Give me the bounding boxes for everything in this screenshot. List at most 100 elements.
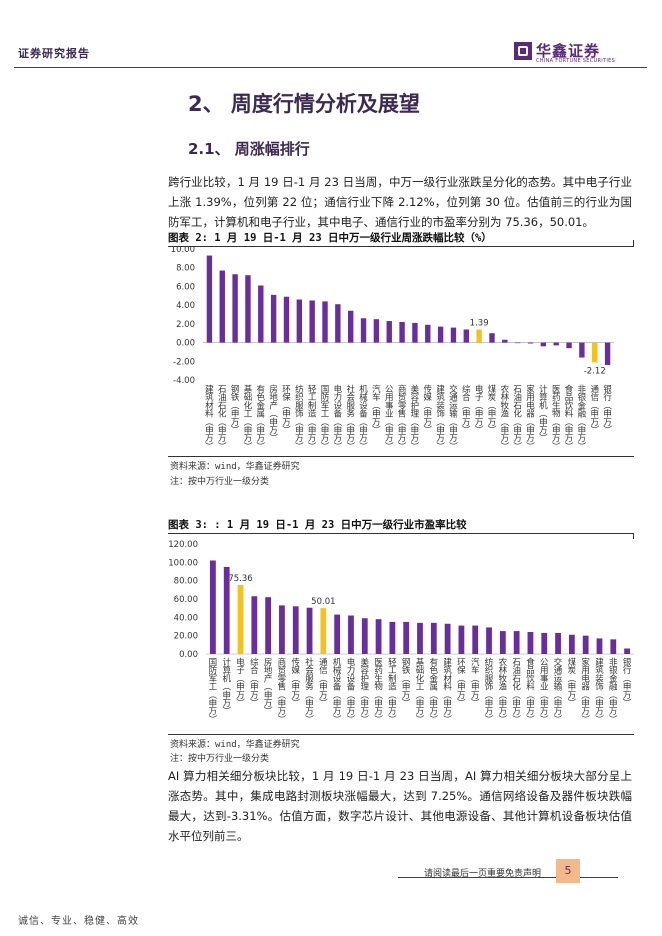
bar bbox=[437, 326, 444, 343]
figure3-bottom-rule bbox=[168, 734, 634, 735]
bar bbox=[399, 321, 405, 343]
bar bbox=[375, 619, 382, 654]
figure2-title: 图表 2: 1 月 19 日-1 月 23 日中万一级行业周涨跌幅比较（%） bbox=[168, 232, 492, 244]
bar bbox=[499, 631, 506, 654]
company-logo: 华鑫证券 CHINA FORTUNE SECURITIES bbox=[514, 40, 654, 66]
bar bbox=[568, 634, 575, 654]
category-label: 农林牧渔︵申万︶ bbox=[501, 384, 510, 452]
category-label: 通信︵申万︶ bbox=[590, 384, 599, 436]
data-label: 50.01 bbox=[311, 597, 335, 607]
y-tick-label: 4.00 bbox=[176, 301, 195, 311]
category-label: 纺织服饰︵申万︶ bbox=[295, 384, 304, 452]
bar bbox=[592, 342, 598, 363]
bar bbox=[417, 622, 423, 654]
bar bbox=[610, 639, 617, 654]
y-tick-label: 8.00 bbox=[176, 264, 195, 274]
category-label: 美容护理︵申万︶ bbox=[361, 657, 370, 725]
figure2-top-rule bbox=[168, 246, 634, 247]
category-label: 电力设备︵申万︶ bbox=[334, 384, 343, 452]
figure2-note: 注：按中万行业一级分类 bbox=[170, 477, 270, 487]
category-label: 环保︵申万︶ bbox=[457, 658, 466, 709]
figure2-source: 资料来源：wind，华鑫证券研究 bbox=[170, 462, 300, 472]
category-label: 电子︵申万︶ bbox=[236, 657, 245, 709]
bar bbox=[237, 584, 244, 654]
y-tick-label: 100.00 bbox=[168, 558, 198, 568]
bar bbox=[232, 274, 238, 343]
category-label: 建筑材料︵申万︶ bbox=[205, 384, 214, 452]
category-label: 非银金融︵申万︶ bbox=[609, 657, 618, 725]
category-label: 公用事业︵申万︶ bbox=[385, 385, 394, 452]
bar bbox=[430, 622, 437, 654]
weekly-change-bar-chart: 10.00 8.00 6.00 4.00 2.00 0.00 -2.00 -4.00 建筑材料︵… bbox=[171, 247, 614, 452]
category-label: 医药生物︵申万︶ bbox=[374, 658, 383, 725]
bar bbox=[386, 321, 392, 343]
bar bbox=[476, 329, 482, 343]
bar bbox=[489, 333, 495, 343]
category-label: 房地产︵申万︶ bbox=[264, 657, 273, 717]
category-label: 煤炭︵申万︶ bbox=[488, 384, 497, 436]
bar bbox=[335, 304, 341, 343]
category-label: 基础化工︵申万︶ bbox=[244, 384, 253, 452]
category-label: 综合︵申万︶ bbox=[250, 657, 259, 709]
bar bbox=[265, 597, 272, 654]
category-label: 电力设备︵申万︶ bbox=[347, 657, 356, 725]
category-label: 机械设备︵申万︶ bbox=[359, 384, 368, 452]
bar bbox=[219, 270, 225, 343]
paragraph-industry-comparison: 跨行业比较，1 月 19 日-1 月 23 日当周，中万一级行业涨跌呈分化的态势… bbox=[168, 175, 632, 229]
figure2-bottom-rule bbox=[168, 456, 634, 457]
bar bbox=[334, 614, 341, 654]
category-label: 轻工制造︵申万︶ bbox=[388, 657, 397, 725]
bar bbox=[403, 621, 410, 654]
category-label: 建筑材料︵申万︶ bbox=[443, 657, 452, 725]
y-tick-label: 2.00 bbox=[176, 320, 195, 330]
category-label: 煤炭︵申万︶ bbox=[568, 657, 577, 709]
logo-mark-icon bbox=[514, 42, 532, 60]
y-tick-label: 0.00 bbox=[179, 650, 198, 660]
bar bbox=[579, 342, 585, 358]
bar bbox=[306, 607, 313, 654]
category-label: 建筑装饰︵申万︶ bbox=[436, 384, 445, 452]
figure3-top-rule bbox=[168, 533, 634, 534]
data-label: -2.12 bbox=[584, 366, 606, 376]
y-tick-label: 60.00 bbox=[174, 595, 198, 605]
bar bbox=[389, 621, 396, 654]
bar bbox=[223, 566, 230, 654]
bar bbox=[527, 342, 534, 344]
bar bbox=[582, 635, 589, 654]
category-label: 建筑装饰︵申万︶ bbox=[595, 657, 604, 725]
bar bbox=[309, 300, 315, 343]
bar bbox=[604, 342, 611, 366]
category-label: 食品饮料︵申万︶ bbox=[565, 384, 574, 452]
bar bbox=[513, 631, 520, 654]
bar bbox=[210, 560, 216, 654]
category-label: 公用事业︵申万︶ bbox=[540, 658, 549, 725]
category-label: 交通运输︵申万︶ bbox=[449, 384, 458, 452]
disclaimer-notice: 请阅读最后一页重要免责声明 bbox=[424, 869, 542, 879]
y-tick-label: 80.00 bbox=[174, 577, 198, 587]
category-label: 交通运输︵申万︶ bbox=[554, 657, 563, 725]
category-label: 轻工制造︵申万︶ bbox=[308, 384, 317, 452]
category-label: 基础化工︵申万︶ bbox=[416, 657, 425, 725]
bar bbox=[553, 342, 559, 346]
category-label: 国防军工︵申万︶ bbox=[209, 658, 218, 725]
bar bbox=[486, 627, 492, 654]
bar bbox=[348, 310, 354, 343]
category-label: 计算机︵申万︶ bbox=[539, 384, 548, 444]
category-label: 石油石化︵申万︶ bbox=[512, 658, 521, 725]
bar bbox=[206, 255, 213, 343]
bar bbox=[348, 615, 354, 654]
bar bbox=[412, 322, 418, 343]
bar bbox=[322, 301, 328, 343]
y-tick-label: 120.00 bbox=[168, 540, 198, 550]
category-label: 钢铁︵申万︶ bbox=[402, 657, 411, 709]
figure3-corner-tick bbox=[633, 533, 634, 539]
category-label: 商贸零售︵申万︶ bbox=[278, 657, 287, 725]
category-label: 银行︵申万︶ bbox=[623, 657, 632, 709]
bar bbox=[624, 648, 630, 654]
bar bbox=[541, 632, 548, 654]
bar bbox=[373, 319, 380, 343]
paragraph-ai-compute-comparison: AI 算力相关细分板块比较，1 月 19 日-1 月 23 日当周，AI 算力相… bbox=[168, 769, 632, 843]
category-label: 石油石化︵申万︶ bbox=[218, 385, 227, 452]
y-tick-label: 40.00 bbox=[174, 613, 198, 623]
bar bbox=[514, 342, 521, 344]
